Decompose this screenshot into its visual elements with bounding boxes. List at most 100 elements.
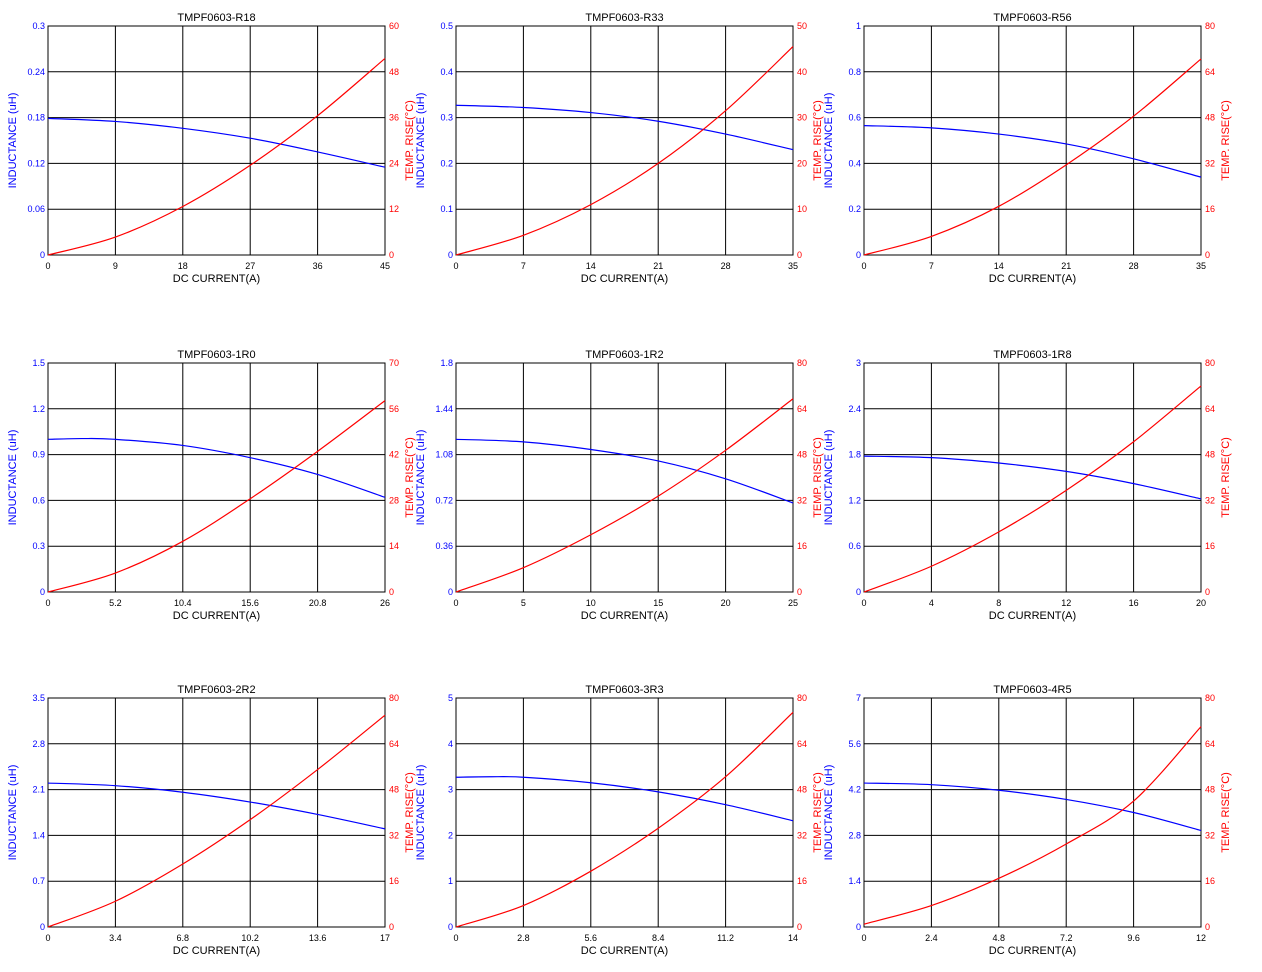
y-tick-label: 2.8 [32,739,45,749]
x-tick-label: 8.4 [652,933,665,943]
y-tick-label: 0.5 [440,21,453,31]
x-tick-label: 12 [1061,598,1071,608]
y2-tick-label: 24 [389,158,399,168]
x-tick-label: 9.6 [1127,933,1140,943]
x-tick-label: 0 [861,261,866,271]
chart-title: TMPF0603-1R0 [177,349,255,361]
y-axis-label: INDUCTANCE (uH) [415,430,427,526]
y-tick-label: 1.08 [435,450,453,460]
y-tick-label: 0.6 [848,541,861,551]
y-tick-label: 0.8 [848,67,861,77]
x-tick-label: 0 [45,598,50,608]
y2-tick-label: 60 [389,21,399,31]
y2-tick-label: 12 [389,204,399,214]
x-tick-label: 3.4 [109,933,122,943]
y-tick-label: 0 [40,587,45,597]
y-tick-label: 0.18 [27,113,45,123]
y-axis-label: INDUCTANCE (uH) [7,765,19,861]
y-tick-label: 1.8 [440,358,453,368]
x-tick-label: 0 [45,933,50,943]
y2-tick-label: 10 [797,204,807,214]
x-tick-label: 35 [788,261,798,271]
y2-tick-label: 32 [1205,495,1215,505]
y-tick-label: 0 [856,250,861,260]
y2-tick-label: 64 [1205,404,1215,414]
plot-frame [455,25,794,256]
y-tick-label: 4.2 [848,785,861,795]
y-axis-label: INDUCTANCE (uH) [823,765,835,861]
y2-tick-label: 0 [1205,587,1210,597]
y-tick-label: 3 [448,785,453,795]
y2-tick-label: 36 [389,113,399,123]
y-tick-label: 2.1 [32,785,45,795]
x-axis-label: DC CURRENT(A) [989,610,1076,622]
y2-axis-label: TEMP. RISE(°C) [404,772,416,853]
y2-tick-label: 80 [797,693,807,703]
inductance-series-line [47,117,386,168]
y-tick-label: 1.5 [32,358,45,368]
y2-tick-label: 0 [1205,922,1210,932]
x-tick-label: 5.6 [585,933,598,943]
y2-axis-label: TEMP. RISE(°C) [812,437,824,518]
y2-axis-label: TEMP. RISE(°C) [404,100,416,181]
y2-tick-label: 80 [1205,693,1215,703]
y-tick-label: 1 [856,21,861,31]
y2-tick-label: 64 [797,404,807,414]
y-tick-label: 2.4 [848,404,861,414]
y2-tick-label: 40 [797,67,807,77]
x-axis-label: DC CURRENT(A) [989,945,1076,957]
temp-rise-series-line [863,58,1202,256]
y-tick-label: 2.8 [848,830,861,840]
y-tick-label: 0.24 [27,67,45,77]
temp-rise-series-line [455,711,794,928]
y-axis-label: INDUCTANCE (uH) [415,93,427,189]
x-tick-label: 0 [453,598,458,608]
y2-axis-label: TEMP. RISE(°C) [812,772,824,853]
x-tick-label: 2.4 [925,933,938,943]
x-tick-label: 28 [1129,261,1139,271]
y2-tick-label: 16 [797,876,807,886]
x-axis-label: DC CURRENT(A) [173,273,260,285]
y2-tick-label: 48 [797,785,807,795]
inductance-series-line [47,437,386,498]
y2-tick-label: 0 [389,587,394,597]
y-tick-label: 0.6 [32,495,45,505]
y2-axis-label: TEMP. RISE(°C) [404,437,416,518]
x-tick-label: 0 [45,261,50,271]
x-tick-label: 13.6 [309,933,327,943]
chart-title: TMPF0603-3R3 [585,684,663,696]
plot-frame [47,697,386,928]
y-tick-label: 5.6 [848,739,861,749]
y-tick-label: 0.3 [440,113,453,123]
chart-title: TMPF0603-1R2 [585,349,663,361]
y-tick-label: 0 [856,587,861,597]
plot-frame [455,362,794,593]
y-axis-label: INDUCTANCE (uH) [415,765,427,861]
y2-tick-label: 64 [1205,67,1215,77]
y2-tick-label: 80 [1205,358,1215,368]
y2-tick-label: 0 [389,250,394,260]
x-tick-label: 7 [521,261,526,271]
y-axis-label: INDUCTANCE (uH) [823,430,835,526]
x-tick-label: 2.8 [517,933,530,943]
x-tick-label: 6.8 [177,933,190,943]
inductance-series-line [455,438,794,504]
y2-tick-label: 32 [1205,830,1215,840]
y2-tick-label: 16 [1205,204,1215,214]
y-tick-label: 0 [448,922,453,932]
y-tick-label: 0.1 [440,204,453,214]
plot-frame [47,25,386,256]
y-tick-label: 0 [856,922,861,932]
y-tick-label: 1.8 [848,450,861,460]
x-tick-label: 7 [929,261,934,271]
y2-tick-label: 30 [797,113,807,123]
x-tick-label: 0 [861,598,866,608]
y2-tick-label: 48 [1205,113,1215,123]
y-tick-label: 3 [856,358,861,368]
x-tick-label: 0 [453,261,458,271]
